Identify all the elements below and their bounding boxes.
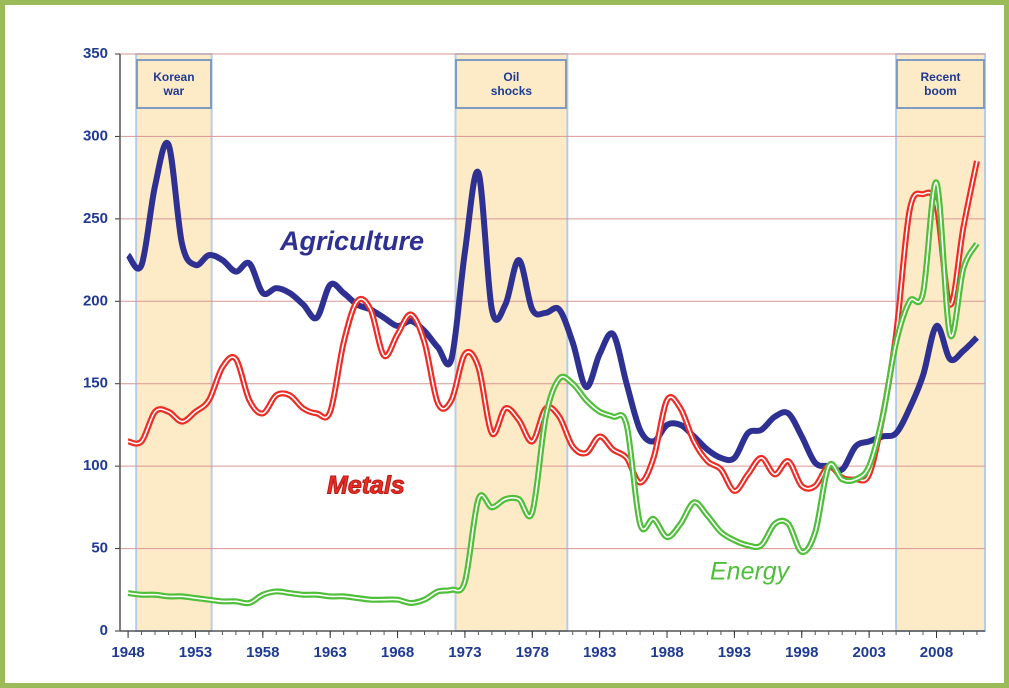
annotation-label: Korean war [153,70,195,98]
y-tick-label: 150 [83,375,108,392]
annotation-box: Recent boom [896,59,985,109]
annotation-label: Oil shocks [490,70,533,98]
y-tick-label: 50 [91,540,108,557]
x-tick-label: 1988 [650,644,683,661]
x-tick-label: 1978 [516,644,549,661]
plot: 0 50 100 150 200 250 300 350 1948 1953 1958 1963 196… [83,45,986,661]
y-tick-label: 200 [83,292,108,309]
x-tick-label: 1953 [179,644,212,661]
x-tick-label: 1963 [313,644,346,661]
y-tick-label: 350 [83,45,108,62]
x-tick-label: 1973 [448,644,481,661]
y-tick-label: 250 [83,210,108,227]
series-label: Agriculture [279,226,424,256]
x-tick-label: 1968 [381,644,414,661]
x-tick-label: 1948 [111,644,144,661]
x-tick-label: 1983 [583,644,616,661]
x-tick-label: 1998 [785,644,818,661]
x-tick-label: 2008 [920,644,953,661]
y-tick-label: 0 [100,622,108,639]
y-tick-label: 100 [83,457,108,474]
series-line-inner [127,181,978,605]
annotation-box: Korean war [136,59,212,109]
annotation-label: Recent boom [920,70,961,98]
x-tick-label: 1958 [246,644,279,661]
annotation-box: Oil shocks [455,59,568,109]
series-label: Energy [710,558,791,586]
series-label: Metals [327,472,405,500]
x-tick-label: 2003 [852,644,885,661]
x-tick-label: 1993 [718,644,751,661]
shaded-period [135,53,213,632]
y-tick-label: 300 [83,127,108,144]
